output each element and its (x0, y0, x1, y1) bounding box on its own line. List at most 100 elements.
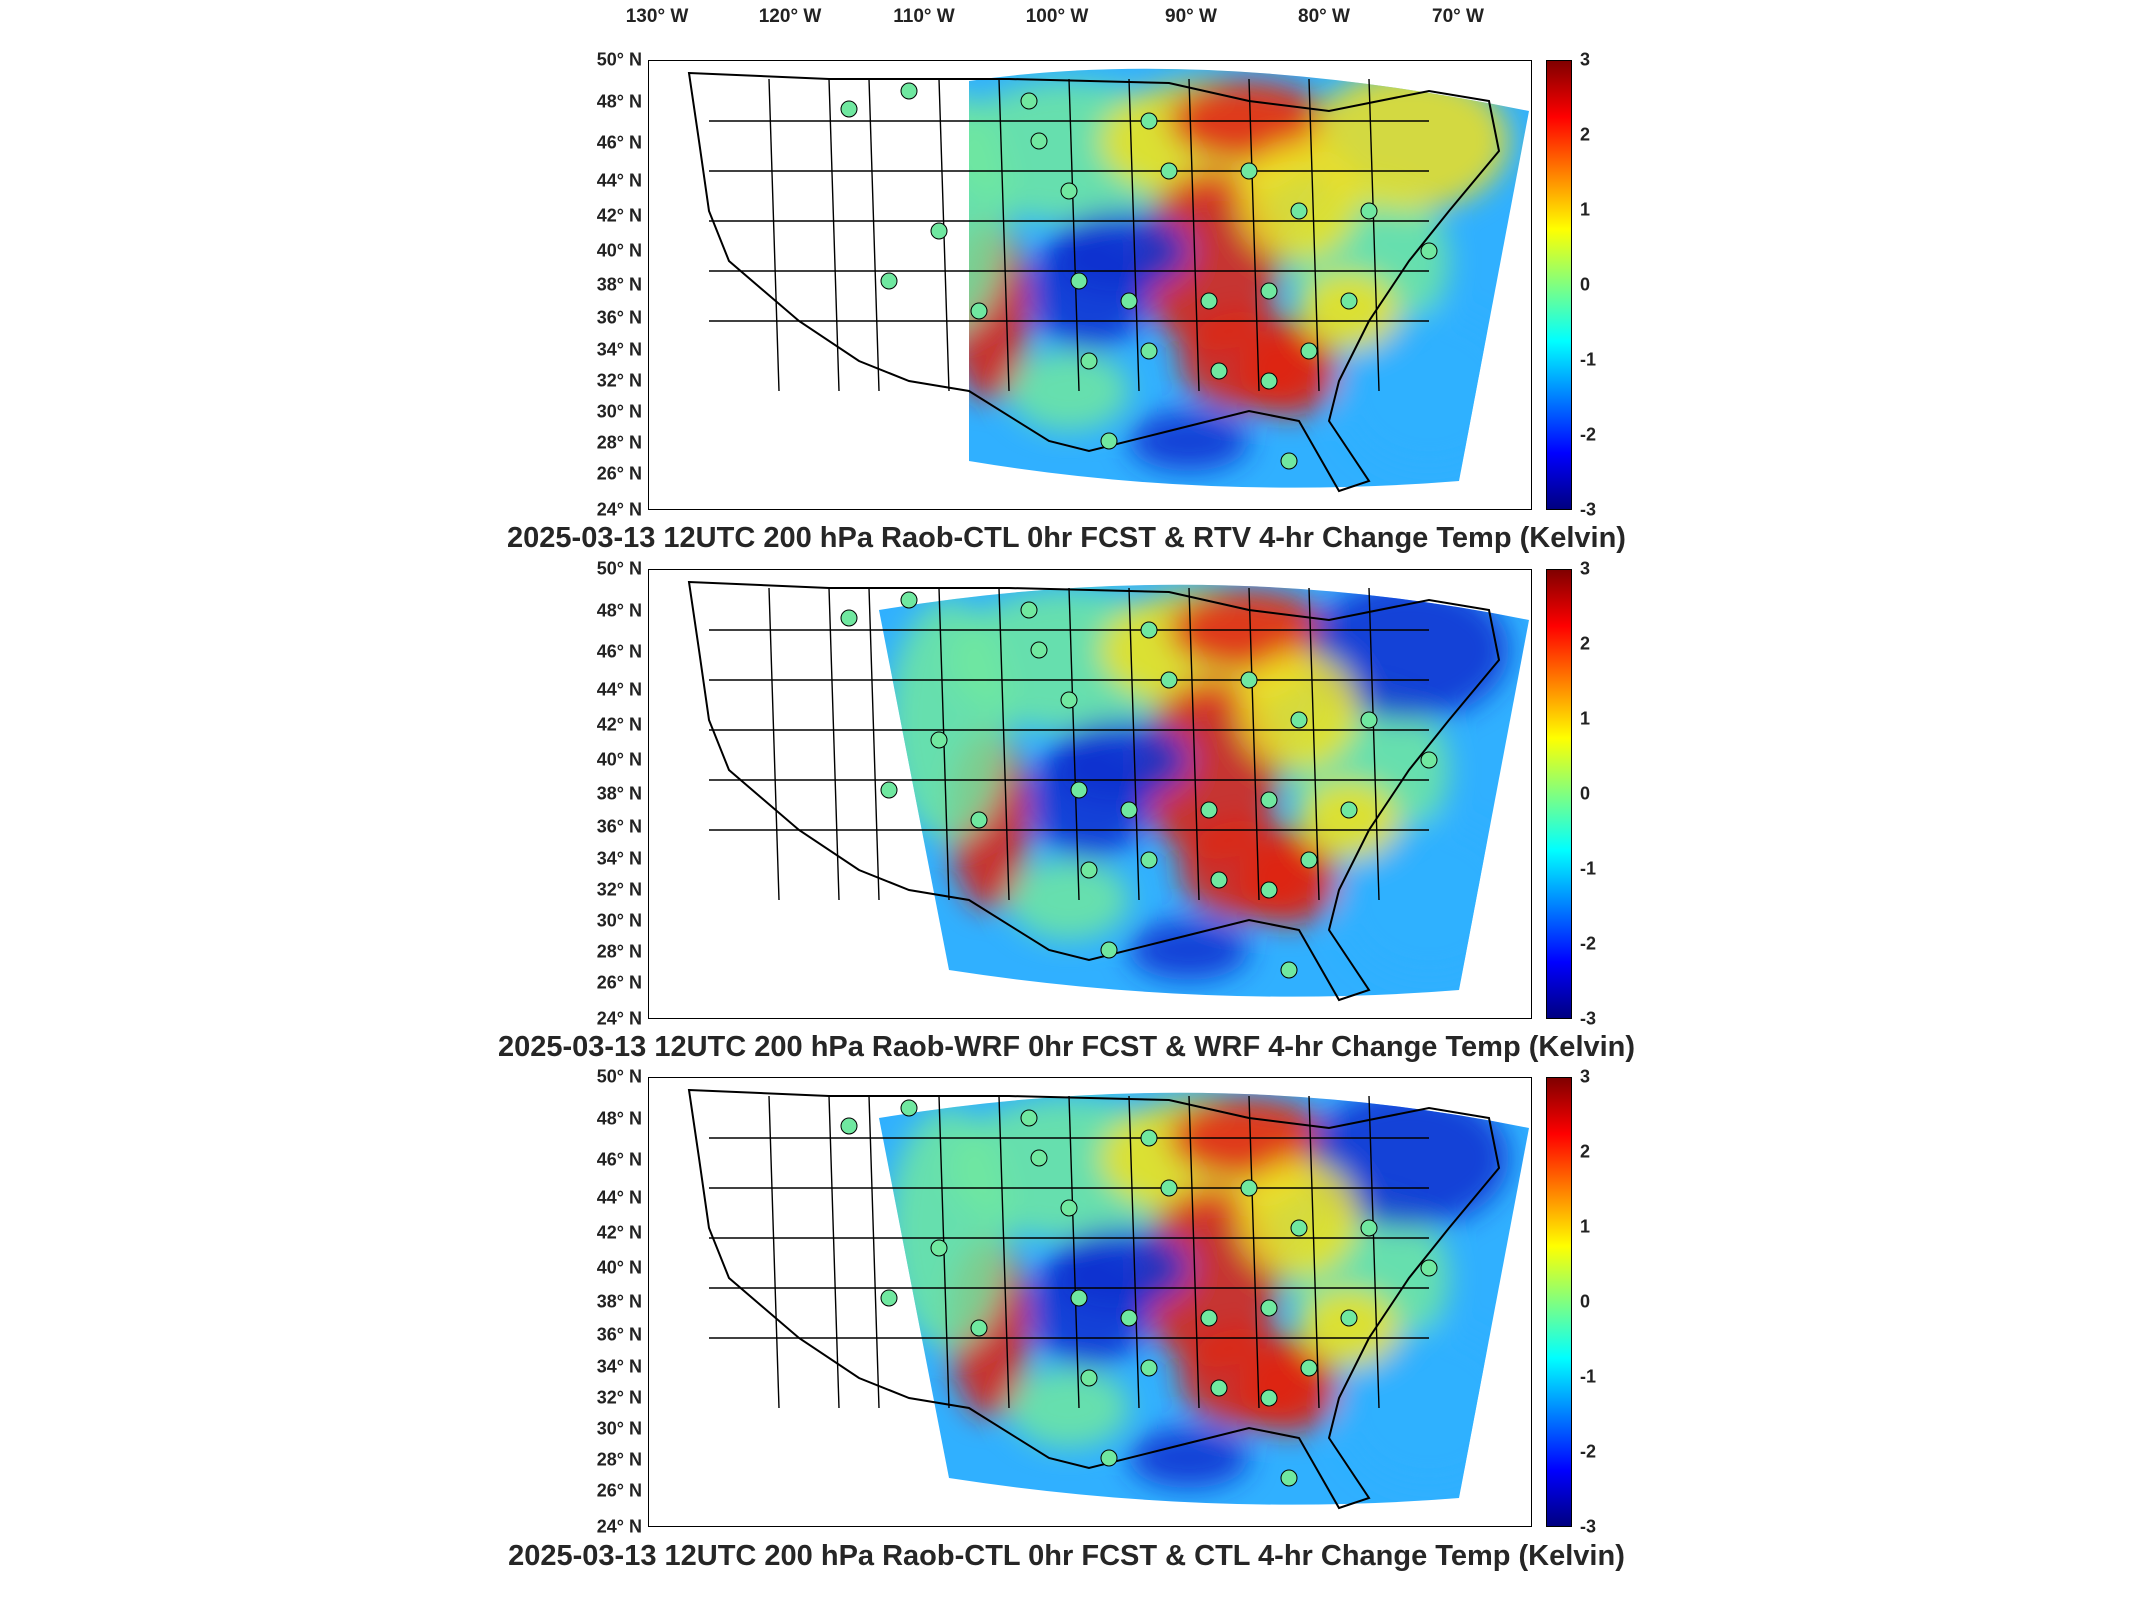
field-blob (1299, 1288, 1399, 1368)
raob-station-marker (1360, 1219, 1378, 1237)
raob-station-marker (1140, 621, 1158, 639)
raob-station-marker (1280, 452, 1298, 470)
raob-station-marker (1340, 292, 1358, 310)
field-blob (1239, 1158, 1359, 1278)
lat-label: 42° N (596, 714, 642, 735)
state-border (1068, 1095, 1080, 1409)
state-border (828, 78, 840, 392)
lat-label: 26° N (596, 972, 642, 993)
lat-label: 42° N (596, 1222, 642, 1243)
raob-station-marker (1420, 751, 1438, 769)
raob-station-marker (1080, 352, 1098, 370)
raob-station-marker (1340, 801, 1358, 819)
state-border (1248, 587, 1260, 901)
raob-station-marker (1140, 851, 1158, 869)
colorbar-tick-label: -2 (1580, 424, 1597, 445)
state-border (1128, 78, 1140, 392)
raob-station-marker (1420, 242, 1438, 260)
raob-station-marker (1210, 871, 1228, 889)
lat-label: 32° N (596, 879, 642, 900)
raob-station-marker (1240, 671, 1258, 689)
colorbar-tick-label: 2 (1580, 633, 1591, 654)
raob-station-marker (1260, 1389, 1278, 1407)
raob-station-marker (880, 272, 898, 290)
colorbar-tick-label: -3 (1580, 1008, 1597, 1029)
raob-station-marker (970, 302, 988, 320)
state-border (1308, 78, 1320, 392)
colorbar (1546, 569, 1572, 1019)
raob-station-marker (1160, 671, 1178, 689)
raob-station-marker (1030, 132, 1048, 150)
state-borders (709, 1095, 1429, 1409)
colorbar-tick-label: -3 (1580, 499, 1597, 520)
map-plot-area (648, 569, 1532, 1019)
raob-station-marker (1020, 601, 1038, 619)
raob-station-marker (840, 609, 858, 627)
raob-station-marker (840, 1117, 858, 1135)
temperature-map (687, 68, 1529, 493)
raob-station-marker (900, 591, 918, 609)
raob-station-marker (1140, 1129, 1158, 1147)
state-border (1308, 587, 1320, 901)
raob-station-marker (970, 1319, 988, 1337)
raob-station-marker (1290, 202, 1308, 220)
field-blob (1049, 211, 1189, 291)
colorbar-tick-label: -1 (1580, 1366, 1597, 1387)
colorbar-tick-label: 3 (1580, 49, 1591, 70)
colorbar-tick-label: -1 (1580, 858, 1597, 879)
field-blob (1009, 1368, 1129, 1448)
raob-station-marker (1070, 781, 1088, 799)
colorbar (1546, 60, 1572, 510)
field-blob (1049, 720, 1189, 800)
raob-station-marker (1120, 292, 1138, 310)
lat-label: 40° N (596, 749, 642, 770)
lat-label: 24° N (596, 499, 642, 520)
state-border (998, 587, 1010, 901)
lat-label: 46° N (596, 132, 642, 153)
country-outline (687, 580, 1501, 1002)
raob-station-marker (1100, 941, 1118, 959)
raob-station-marker (1260, 791, 1278, 809)
colorbar-tick-label: -1 (1580, 349, 1597, 370)
lat-label: 46° N (596, 641, 642, 662)
state-border (1068, 78, 1080, 392)
field-blob (969, 221, 1029, 401)
map-plot-area (648, 1077, 1532, 1527)
raob-station-marker (880, 781, 898, 799)
field-blob (1239, 650, 1359, 770)
lon-label: 90° W (1165, 6, 1217, 27)
lat-label: 48° N (596, 91, 642, 112)
lat-label: 32° N (596, 1387, 642, 1408)
lat-label: 24° N (596, 1008, 642, 1029)
raob-station-marker (1140, 1359, 1158, 1377)
raob-station-marker (1160, 1179, 1178, 1197)
panel-title: 2025-03-13 12UTC 200 hPa Raob-WRF 0hr FC… (497, 1031, 1636, 1063)
colorbar-tick-label: -2 (1580, 1441, 1597, 1462)
raob-station-marker (1340, 1309, 1358, 1327)
state-border (998, 1095, 1010, 1409)
state-border (768, 587, 780, 901)
lat-label: 46° N (596, 1149, 642, 1170)
panel-title: 2025-03-13 12UTC 200 hPa Raob-CTL 0hr FC… (507, 522, 1626, 554)
raob-station-marker (1140, 342, 1158, 360)
lat-label: 38° N (596, 783, 642, 804)
raob-station-marker (1300, 342, 1318, 360)
state-border (1188, 587, 1200, 901)
raob-station-marker (1140, 112, 1158, 130)
panel-title: 2025-03-13 12UTC 200 hPa Raob-CTL 0hr FC… (508, 1540, 1625, 1572)
raob-station-marker (1210, 362, 1228, 380)
colorbar-tick-label: 2 (1580, 124, 1591, 145)
lat-label: 38° N (596, 1291, 642, 1312)
raob-station-marker (1280, 961, 1298, 979)
state-border (868, 587, 880, 901)
lon-label: 130° W (625, 6, 689, 27)
lat-label: 26° N (596, 1480, 642, 1501)
field-blob (1129, 1428, 1249, 1488)
state-border (1368, 78, 1380, 392)
state-border (768, 1095, 780, 1409)
colorbar-tick-label: 0 (1580, 1291, 1591, 1312)
raob-station-marker (1100, 432, 1118, 450)
lat-label: 24° N (596, 1516, 642, 1537)
country-outline (687, 1088, 1501, 1510)
lat-label: 34° N (596, 1356, 642, 1377)
